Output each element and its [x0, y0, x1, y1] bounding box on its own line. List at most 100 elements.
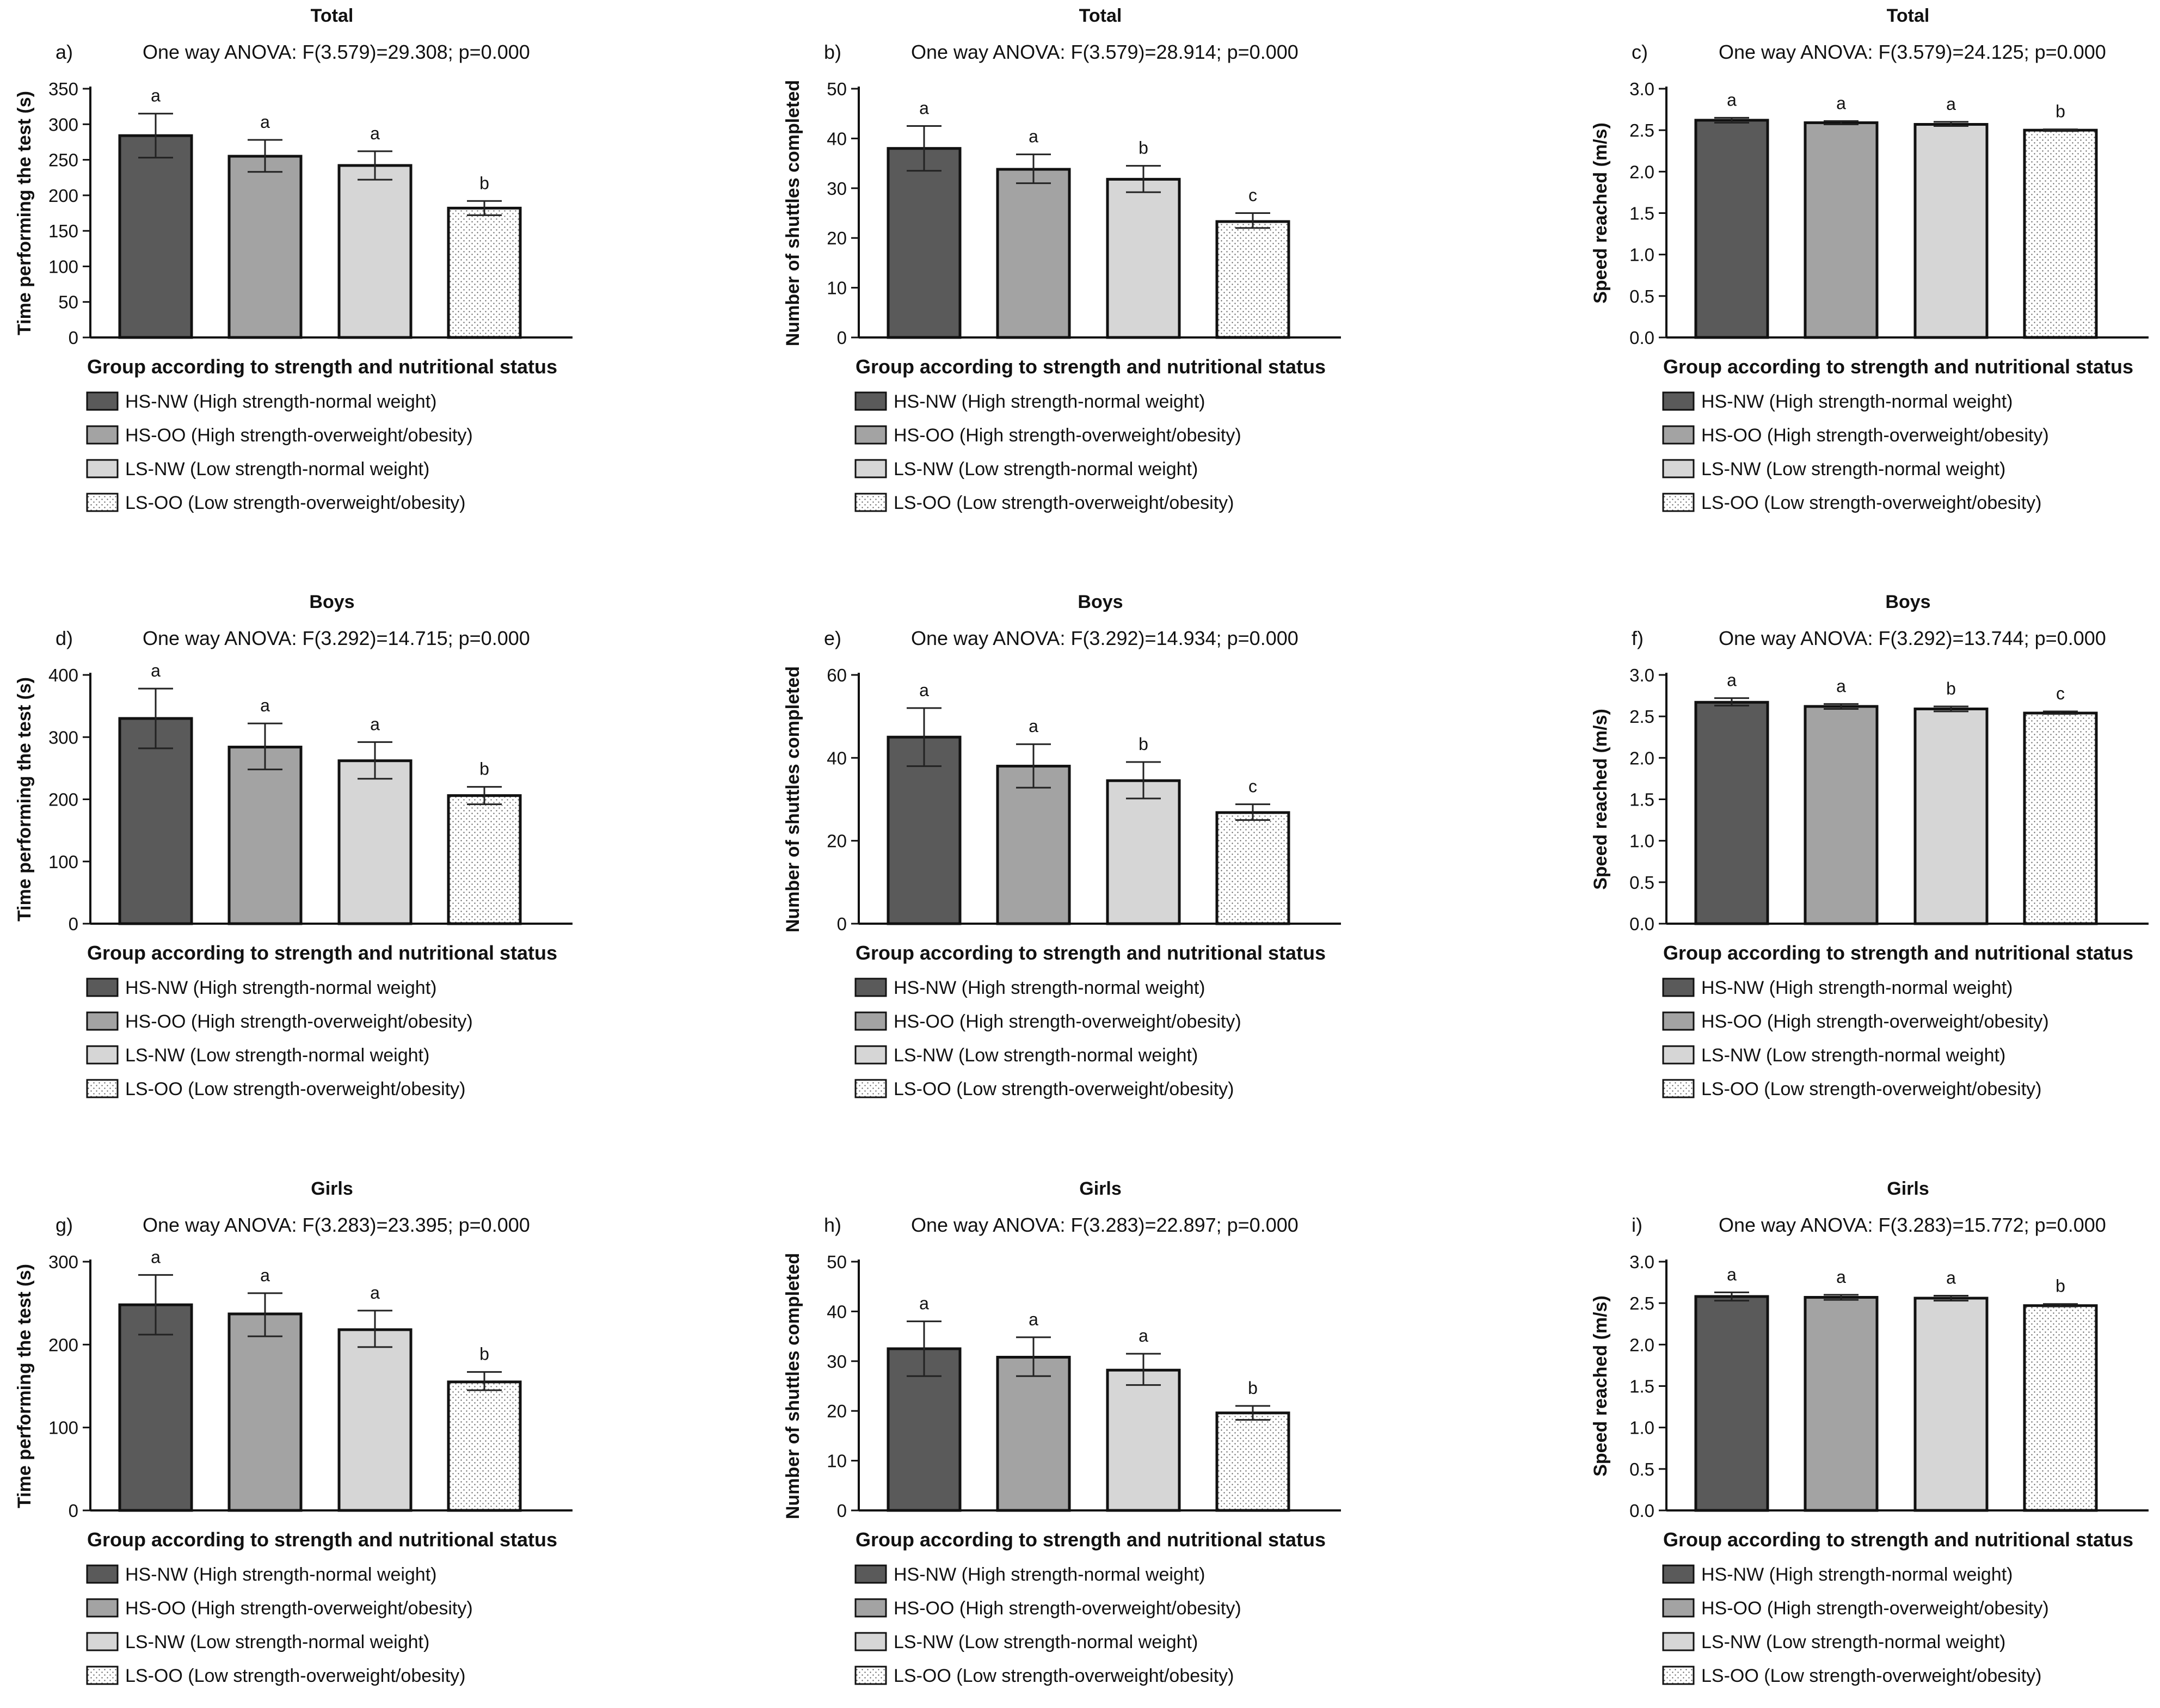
- legend-entry: HS-OO (High strength-overweight/obesity): [125, 1598, 473, 1619]
- y-axis-label: Time performing the test (s): [14, 1264, 35, 1508]
- y-tick-label: 50: [827, 79, 847, 99]
- bar-ls-oo: [447, 794, 522, 925]
- y-tick-label: 0.0: [1629, 328, 1654, 348]
- bar-hs-oo: [996, 1355, 1071, 1512]
- panel-label: b): [824, 41, 841, 63]
- legend-swatch: [854, 1045, 887, 1065]
- x-axis-label: Group according to strength and nutritio…: [1663, 1528, 2133, 1551]
- legend-entry: LS-OO (Low strength-overweight/obesity): [894, 493, 1234, 513]
- significance-letter: b: [479, 1344, 489, 1364]
- legend-entry: HS-NW (High strength-normal weight): [1701, 978, 2013, 998]
- legend-swatch: [1662, 493, 1695, 512]
- bar-ls-nw: [1106, 779, 1181, 925]
- legend-entry: LS-OO (Low strength-overweight/obesity): [1701, 493, 2041, 513]
- y-tick-label: 50: [827, 1252, 847, 1272]
- y-tick-label: 1.5: [1629, 790, 1654, 810]
- bar-hs-oo: [996, 765, 1071, 925]
- panel-label: d): [56, 627, 73, 649]
- legend-entry: HS-NW (High strength-normal weight): [894, 1564, 1205, 1585]
- significance-letter: a: [370, 714, 380, 734]
- legend-swatch: [854, 425, 887, 445]
- panel-title: Total: [311, 5, 354, 26]
- x-axis-label: Group according to strength and nutritio…: [856, 1528, 1326, 1551]
- bar-hs-oo: [1804, 121, 1879, 339]
- panel-title: Boys: [1078, 592, 1123, 612]
- y-tick-label: 2.5: [1629, 1293, 1654, 1313]
- bar-hs-nw: [887, 147, 962, 339]
- legend-entry: HS-NW (High strength-normal weight): [125, 391, 437, 412]
- y-tick-label: 200: [48, 186, 78, 206]
- legend-entry: LS-NW (Low strength-normal weight): [894, 1045, 1198, 1066]
- anova-subtitle: One way ANOVA: F(3.579)=28.914; p=0.000: [911, 41, 1299, 63]
- significance-letter: c: [2056, 684, 2065, 703]
- legend-entry: LS-NW (Low strength-normal weight): [894, 459, 1198, 480]
- significance-letter: b: [1946, 679, 1956, 698]
- legend-entry: LS-NW (Low strength-normal weight): [1701, 1045, 2005, 1066]
- legend-swatch: [1662, 391, 1695, 411]
- bar-ls-nw: [337, 1328, 413, 1512]
- bar-hs-oo: [996, 168, 1071, 339]
- significance-letter: a: [260, 696, 270, 715]
- bar-hs-nw: [1694, 1295, 1769, 1512]
- significance-letter: a: [1836, 676, 1846, 696]
- y-tick-label: 0: [69, 1501, 78, 1521]
- y-tick-label: 0.0: [1629, 1501, 1654, 1521]
- bar-ls-oo: [1215, 811, 1290, 925]
- legend-swatch: [1662, 978, 1695, 997]
- y-tick-label: 0: [69, 914, 78, 934]
- legend-entry: LS-OO (Low strength-overweight/obesity): [125, 493, 465, 513]
- y-tick-label: 1.0: [1629, 245, 1654, 265]
- anova-subtitle: One way ANOVA: F(3.283)=15.772; p=0.000: [1719, 1214, 2106, 1236]
- y-tick-label: 0.5: [1629, 1459, 1654, 1479]
- y-tick-label: 300: [48, 727, 78, 747]
- y-tick-label: 400: [48, 665, 78, 685]
- panel-label: f): [1632, 627, 1644, 649]
- legend-entry: HS-NW (High strength-normal weight): [894, 978, 1205, 998]
- bar-ls-nw: [337, 759, 413, 925]
- y-tick-label: 350: [48, 79, 78, 99]
- bar-ls-nw: [1913, 123, 1989, 339]
- chart-panel-h: Girls h) One way ANOVA: F(3.283)=22.897; p…: [783, 1178, 1341, 1686]
- y-tick-label: 10: [827, 1451, 847, 1471]
- bar-ls-oo: [2023, 711, 2098, 925]
- bar-hs-oo: [1804, 1296, 1879, 1512]
- legend-entry: LS-NW (Low strength-normal weight): [125, 1045, 429, 1066]
- x-axis-label: Group according to strength and nutritio…: [856, 942, 1326, 964]
- y-tick-label: 10: [827, 278, 847, 298]
- significance-letter: b: [2056, 102, 2065, 121]
- y-tick-label: 2.5: [1629, 120, 1654, 140]
- panel-label: a): [56, 41, 73, 63]
- legend-swatch: [86, 459, 119, 478]
- legend-entry: HS-NW (High strength-normal weight): [894, 391, 1205, 412]
- legend-swatch: [854, 1666, 887, 1685]
- x-axis-label: Group according to strength and nutritio…: [87, 942, 557, 964]
- panel-label: e): [824, 627, 841, 649]
- y-tick-label: 0.0: [1629, 914, 1654, 934]
- legend-swatch: [86, 391, 119, 411]
- significance-letter: a: [1029, 127, 1038, 146]
- legend-swatch: [86, 425, 119, 445]
- y-axis-label: Number of shuttles completed: [783, 80, 803, 346]
- y-axis-label: Number of shuttles completed: [783, 666, 803, 932]
- legend-swatch: [86, 1598, 119, 1618]
- panel-title: Boys: [1885, 592, 1930, 612]
- x-axis-label: Group according to strength and nutritio…: [87, 355, 557, 378]
- bar-hs-nw: [1694, 119, 1769, 339]
- significance-letter: b: [479, 759, 489, 779]
- y-tick-label: 250: [48, 150, 78, 170]
- y-tick-label: 50: [58, 292, 78, 312]
- y-tick-label: 40: [827, 1301, 847, 1322]
- legend-entry: LS-NW (Low strength-normal weight): [1701, 459, 2005, 480]
- legend-swatch: [854, 1079, 887, 1098]
- legend-swatch: [854, 1632, 887, 1651]
- bar-ls-oo: [2023, 128, 2098, 339]
- panel-title: Total: [1887, 5, 1930, 26]
- legend-swatch: [86, 1045, 119, 1065]
- y-tick-label: 3.0: [1629, 1252, 1654, 1272]
- legend-swatch: [854, 1011, 887, 1031]
- legend-swatch: [854, 1598, 887, 1618]
- panel-title: Girls: [1079, 1178, 1121, 1199]
- bar-hs-nw: [118, 717, 193, 925]
- bar-ls-nw: [1106, 177, 1181, 339]
- x-axis-label: Group according to strength and nutritio…: [87, 1528, 557, 1551]
